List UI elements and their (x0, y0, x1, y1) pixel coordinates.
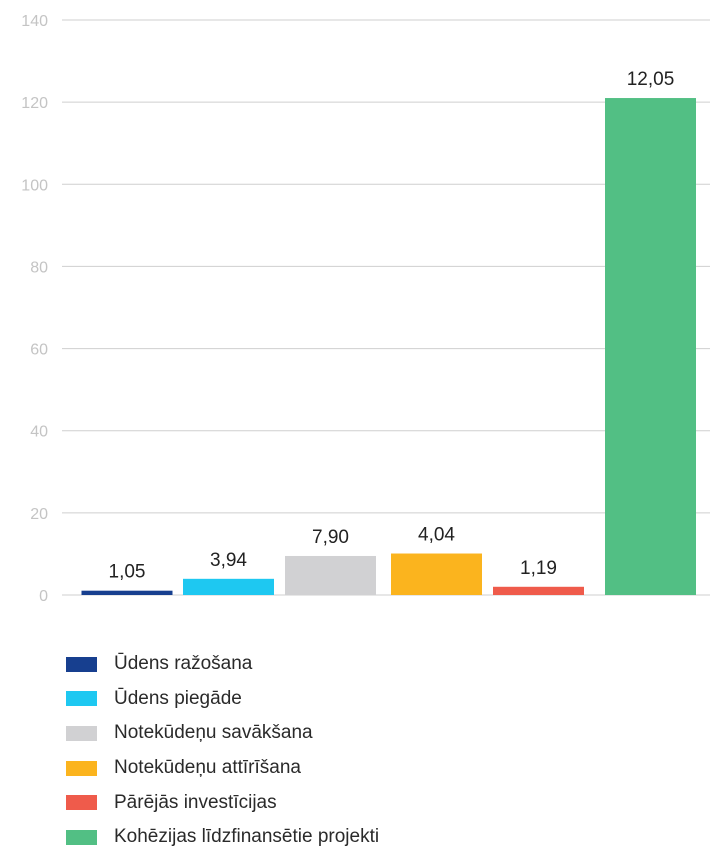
bar (605, 98, 696, 596)
legend: Ūdens ražošana Ūdens piegāde Notekūdeņu sa… (66, 647, 379, 855)
bar (391, 553, 482, 595)
data-label: 4,04 (418, 525, 455, 546)
legend-label: Kohēzijas līdzfinansētie projekti (114, 826, 380, 848)
legend-item: Ūdens piegāde (66, 682, 379, 717)
legend-label: Ūdens ražošana (114, 653, 253, 675)
y-tick-label: 20 (30, 506, 48, 523)
legend-label: Ūdens piegāde (114, 687, 242, 709)
legend-item: Kohēzijas līdzfinansētie projekti (66, 820, 379, 855)
y-tick-label: 40 (30, 424, 48, 441)
data-label: 3,94 (210, 550, 247, 571)
legend-swatch (66, 829, 97, 845)
legend-item: Pārējās investīcijas (66, 785, 379, 820)
data-label: 7,90 (312, 527, 349, 548)
y-tick-label: 80 (30, 259, 48, 276)
y-tick-label: 0 (39, 588, 48, 605)
bar (81, 590, 173, 595)
data-label: 1,05 (109, 562, 146, 583)
legend-swatch (66, 795, 97, 811)
bar (493, 586, 584, 595)
bar-layer (81, 98, 696, 596)
legend-label: Notekūdeņu attīrīšana (114, 757, 301, 779)
legend-swatch (66, 725, 97, 741)
legend-item: Notekūdeņu savākšana (66, 716, 379, 751)
legend-swatch (66, 760, 97, 776)
legend-label: Pārējās investīcijas (114, 791, 277, 813)
y-tick-label: 140 (21, 13, 48, 30)
legend-item: Ūdens ražošana (66, 647, 379, 682)
legend-label: Notekūdeņu savākšana (114, 722, 313, 744)
data-label-layer: 1,05 3,94 7,90 4,04 1,19 12,05 (109, 69, 675, 583)
data-label: 1,19 (520, 558, 557, 579)
legend-item: Notekūdeņu attīrīšana (66, 751, 379, 786)
bar (183, 578, 274, 595)
data-label: 12,05 (627, 69, 675, 90)
legend-swatch (66, 656, 97, 672)
y-tick-label: 120 (21, 95, 48, 112)
legend-swatch (66, 691, 97, 707)
y-tick-label: 60 (30, 342, 48, 359)
y-tick-label: 100 (21, 177, 48, 194)
grid-layer: 0 20 40 60 80 100 120 140 (21, 13, 710, 605)
bar (285, 555, 376, 595)
